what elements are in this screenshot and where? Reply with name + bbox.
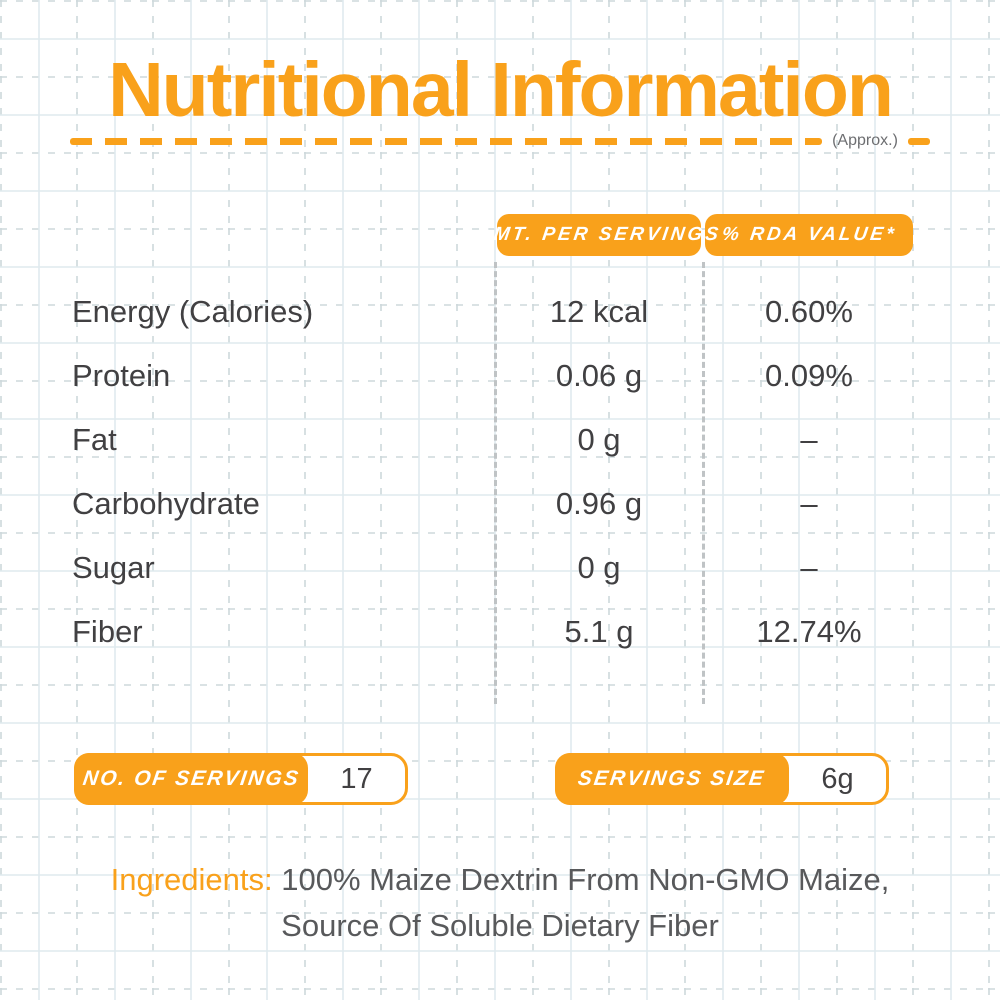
table-row: Energy (Calories) 12 kcal 0.60%	[70, 280, 915, 344]
nutrient-name: Protein	[72, 358, 171, 393]
ingredients-line-2: Source Of Soluble Dietary Fiber	[0, 903, 1000, 949]
col-header-amount: AMT. PER SERVINGS	[476, 214, 722, 256]
nutrient-rda: –	[800, 422, 818, 457]
servings-count-value: 17	[340, 762, 373, 795]
dashed-rule-end	[907, 137, 930, 145]
serving-size-label-chip: SERVINGS SIZE	[555, 753, 789, 805]
serving-size-value: 6g	[821, 762, 854, 795]
nutrient-name: Energy (Calories)	[72, 294, 314, 329]
table-row: Sugar 0 g –	[70, 536, 915, 600]
servings-count-label-chip: NO. OF SERVINGS	[74, 753, 308, 805]
servings-row: NO. OF SERVINGS 17 SERVINGS SIZE 6g	[74, 753, 889, 805]
nutrient-amount: 0 g	[577, 422, 621, 457]
nutrient-rda: 12.74%	[756, 614, 862, 649]
nutrient-amount: 12 kcal	[549, 294, 649, 329]
page-title: Nutritional Information	[108, 47, 894, 133]
title-block: Nutritional Information (Approx.)	[0, 52, 1000, 150]
nutrient-amount: 5.1 g	[564, 614, 634, 649]
ingredients-line-1: Ingredients: 100% Maize Dextrin From Non…	[0, 857, 1000, 903]
ingredients-text-1: 100% Maize Dextrin From Non-GMO Maize,	[281, 862, 890, 897]
ingredients-label: Ingredients:	[110, 862, 273, 897]
dashed-rule	[70, 137, 823, 145]
ingredients-section: Ingredients: 100% Maize Dextrin From Non…	[0, 857, 1000, 949]
column-separator-left	[494, 262, 497, 704]
serving-size-badge: SERVINGS SIZE 6g	[555, 753, 889, 805]
nutrient-amount: 0.06 g	[555, 358, 643, 393]
servings-count-label: NO. OF SERVINGS	[81, 767, 302, 790]
nutrient-name: Carbohydrate	[72, 486, 260, 521]
title-underline: (Approx.)	[0, 132, 1000, 150]
table-header: AMT. PER SERVINGS % RDA VALUE*	[70, 214, 915, 256]
ingredients-text-2: Source Of Soluble Dietary Fiber	[281, 908, 719, 943]
col-header-amount-label: AMT. PER SERVINGS	[475, 224, 723, 245]
nutrient-name: Sugar	[72, 550, 155, 585]
nutrient-rda: –	[800, 550, 818, 585]
nutrition-table: AMT. PER SERVINGS % RDA VALUE* Energy (C…	[70, 214, 915, 704]
nutrient-name: Fat	[72, 422, 117, 457]
nutrient-rda: 0.60%	[765, 294, 853, 329]
table-row: Protein 0.06 g 0.09%	[70, 344, 915, 408]
header-spacer	[70, 214, 495, 256]
nutrient-amount: 0 g	[577, 550, 621, 585]
col-header-rda-label: % RDA VALUE*	[720, 224, 898, 245]
nutrient-amount: 0.96 g	[555, 486, 643, 521]
table-row: Carbohydrate 0.96 g –	[70, 472, 915, 536]
nutrient-rda: –	[800, 486, 818, 521]
table-row: Fiber 5.1 g 12.74%	[70, 600, 915, 664]
serving-size-label: SERVINGS SIZE	[576, 767, 768, 790]
nutrition-rows: Energy (Calories) 12 kcal 0.60% Protein …	[70, 256, 915, 664]
column-separator-right	[702, 262, 705, 704]
nutrient-rda: 0.09%	[765, 358, 853, 393]
table-row: Fat 0 g –	[70, 408, 915, 472]
servings-count-badge: NO. OF SERVINGS 17	[74, 753, 408, 805]
nutrient-name: Fiber	[72, 614, 143, 649]
approx-note: (Approx.)	[832, 132, 898, 149]
col-header-rda: % RDA VALUE*	[705, 214, 913, 256]
